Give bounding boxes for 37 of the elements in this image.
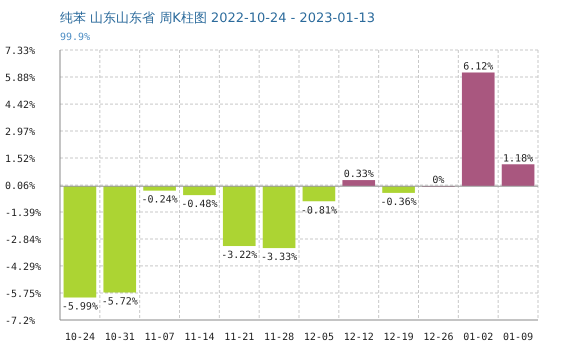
x-tick-label: 11-14 (184, 332, 214, 343)
y-tick-label: -4.29% (5, 262, 42, 273)
x-tick-label: 10-24 (64, 332, 95, 343)
x-tick-label: 11-21 (224, 332, 254, 343)
y-tick-label: -7.2% (5, 316, 36, 327)
data-label: 0.33% (344, 169, 374, 180)
x-tick-label: 12-19 (384, 332, 414, 343)
y-tick-label: 7.33% (5, 46, 36, 57)
chart-subtitle: 99.9% (60, 32, 90, 43)
y-tick-label: 2.97% (5, 127, 36, 138)
y-tick-label: 4.42% (5, 100, 36, 112)
data-label: -5.72% (102, 296, 138, 308)
data-label: -0.24% (142, 194, 178, 206)
chart-title: 纯苯 山东山东省 周K柱图 2022-10-24 - 2023-01-13 (60, 11, 375, 26)
y-tick-label: -5.75% (5, 289, 42, 300)
data-label: 6.12% (463, 61, 494, 72)
data-label: -0.48% (181, 199, 218, 210)
y-tick-label: -2.84% (5, 234, 42, 246)
x-tick-label: 12-05 (304, 332, 334, 343)
data-label: -5.99% (62, 302, 98, 313)
y-tick-label: 1.52% (5, 154, 36, 165)
data-label: -3.33% (261, 252, 298, 264)
x-tick-label: 11-07 (144, 332, 175, 343)
data-label: 1.18% (503, 153, 534, 164)
x-tick-label: 01-02 (463, 332, 494, 343)
x-tick-label: 12-12 (344, 332, 374, 343)
data-label: -0.81% (300, 205, 337, 216)
data-label: 0% (432, 175, 444, 186)
x-tick-label: 11-28 (264, 332, 294, 343)
y-tick-label: 0.06% (5, 181, 36, 192)
data-label: -0.36% (380, 196, 417, 208)
y-tick-label: -1.39% (5, 208, 42, 220)
x-tick-label: 01-09 (503, 332, 534, 343)
y-tick-label: 5.88% (5, 72, 36, 84)
x-tick-label: 12-26 (423, 332, 454, 343)
x-tick-label: 10-31 (104, 332, 135, 343)
data-label: -3.22% (221, 250, 258, 262)
